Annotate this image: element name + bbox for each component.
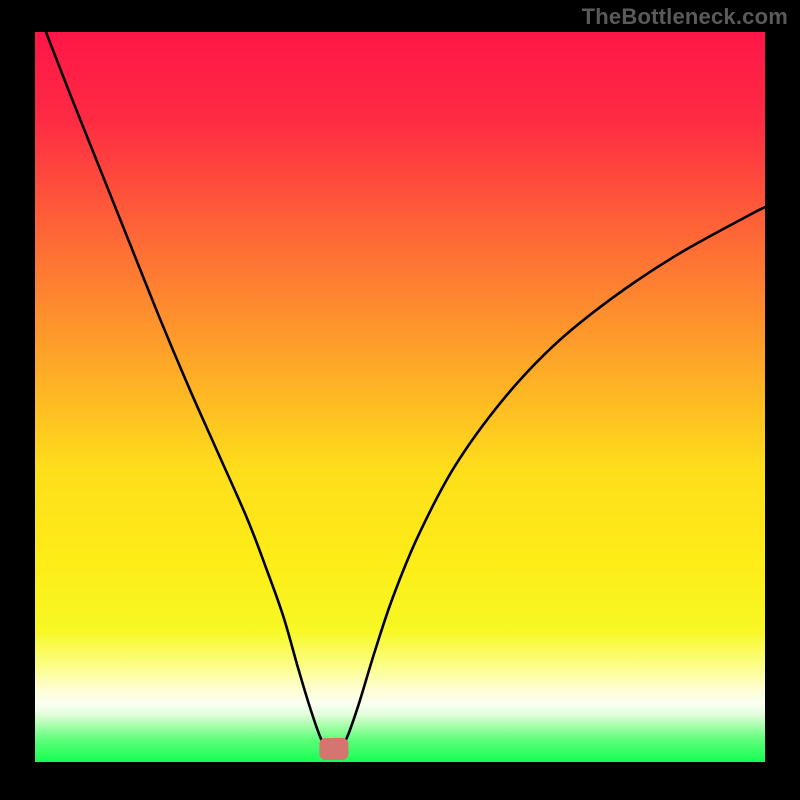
plot-area [35,32,765,762]
bottleneck-curve [35,32,765,762]
watermark-text: TheBottleneck.com [582,4,788,30]
optimum-marker [320,738,349,760]
chart-container: TheBottleneck.com [0,0,800,800]
